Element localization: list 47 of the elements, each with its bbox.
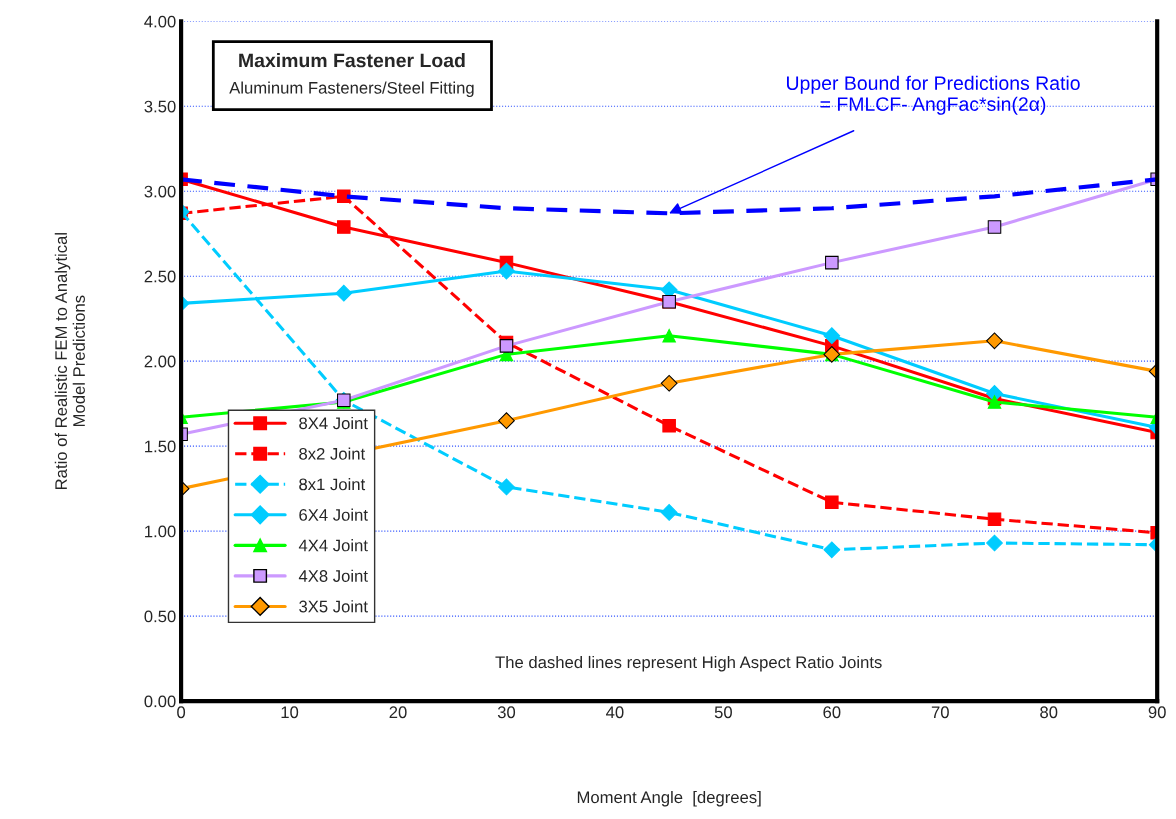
legend-label: 4X4 Joint bbox=[298, 539, 368, 552]
y-tick-label: 1.50 bbox=[145, 440, 176, 453]
x-tick-label: 70 bbox=[931, 706, 949, 719]
point bbox=[825, 255, 839, 270]
x-tick-label: 10 bbox=[281, 706, 299, 719]
point bbox=[498, 412, 515, 430]
point bbox=[662, 328, 676, 343]
x-tick-label: 30 bbox=[497, 706, 516, 719]
point bbox=[335, 284, 353, 302]
x-axis-title: Moment Angle [degrees] bbox=[577, 790, 761, 807]
y-tick-label: 1.00 bbox=[145, 525, 176, 538]
x-tick-label: 80 bbox=[1040, 706, 1058, 719]
legend-label: 8X4 Joint bbox=[299, 416, 368, 430]
legend-label: 3X5 Joint bbox=[299, 600, 368, 613]
point bbox=[499, 339, 514, 353]
x-tick-label: 20 bbox=[389, 706, 407, 719]
point bbox=[337, 189, 351, 204]
y-axis-title: Ratio of Realistic FEM to Analytical Model Predictions bbox=[54, 233, 85, 490]
legend-label: 6X4 Joint bbox=[299, 508, 368, 521]
text: Maximum Fastener Load bbox=[239, 53, 465, 68]
y-tick-label: 4.00 bbox=[144, 15, 176, 28]
point bbox=[660, 504, 678, 521]
y-tick-label: 2.00 bbox=[144, 355, 176, 368]
legend-label: 8x1 Joint bbox=[299, 478, 366, 491]
y-tick-label: 2.50 bbox=[144, 270, 176, 283]
y-tick-label: 3.00 bbox=[144, 185, 176, 198]
point bbox=[825, 495, 839, 509]
point bbox=[498, 478, 515, 496]
legend-label: 8x2 Joint bbox=[299, 447, 366, 460]
point bbox=[823, 541, 841, 559]
point bbox=[823, 327, 841, 345]
point bbox=[660, 374, 678, 392]
x-tick-label: 90 bbox=[1148, 706, 1166, 719]
legend-label: 4X8 Joint bbox=[298, 569, 368, 582]
y-tick-label: 0.00 bbox=[144, 695, 176, 708]
point bbox=[662, 418, 676, 433]
x-tick-label: 60 bbox=[823, 706, 841, 719]
y-tick-label: 3.50 bbox=[144, 100, 176, 113]
point bbox=[498, 262, 515, 280]
x-tick-label: 40 bbox=[606, 706, 624, 719]
text: Aluminum Fasteners/Steel Fitting bbox=[229, 81, 474, 98]
point bbox=[337, 220, 351, 234]
y-tick-label: 0.50 bbox=[144, 610, 176, 623]
annotation: Upper Bound for Predictions Ratio = FMLCF- AngFac*sin(2α) bbox=[787, 75, 1080, 115]
x-tick-label: 0 bbox=[177, 706, 186, 719]
annotation: The dashed lines represent High Aspect Ratio Joints bbox=[495, 655, 882, 672]
x-tick-label: 50 bbox=[714, 706, 732, 719]
